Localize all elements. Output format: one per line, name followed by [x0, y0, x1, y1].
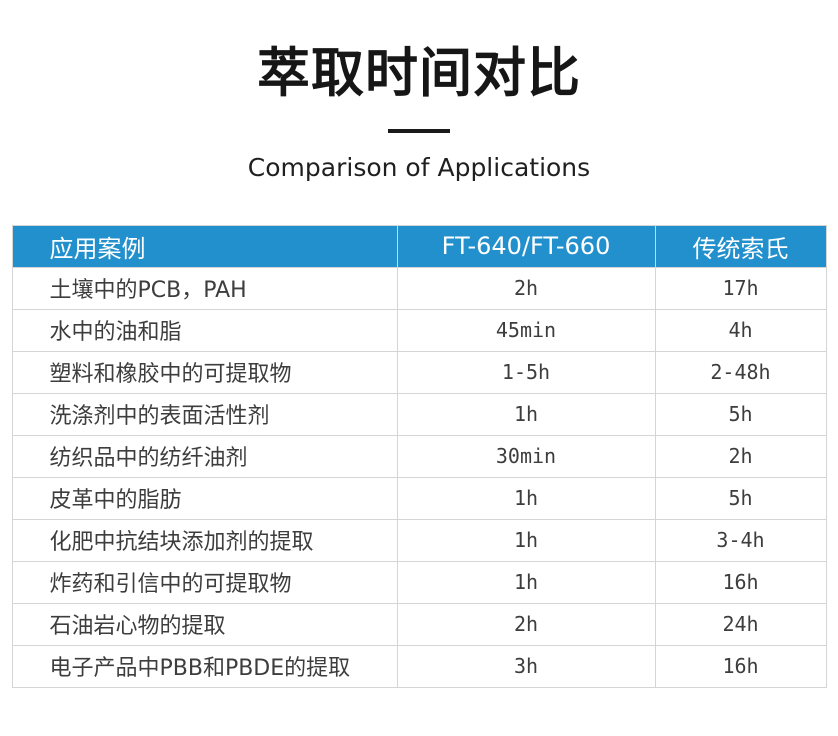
soxhlet-time-cell: 16h [654, 560, 827, 604]
application-cell: 炸药和引信中的可提取物 [11, 560, 398, 604]
table-row: 土壤中的PCB，PAH 2h 17h [11, 266, 827, 310]
table-row: 纺织品中的纺纤油剂 30min 2h [11, 434, 827, 478]
page-title: 萃取时间对比 [257, 43, 581, 104]
application-cell: 水中的油和脂 [11, 308, 398, 352]
table-row: 皮革中的脂肪 1h 5h [11, 476, 827, 520]
soxhlet-time-cell: 4h [654, 308, 827, 352]
comparison-table: 应用案例 FT-640/FT-660 传统索氏 土壤中的PCB，PAH 2h 17h… [11, 224, 827, 688]
table-row: 水中的油和脂 45min 4h [11, 308, 827, 352]
soxhlet-time-cell: 5h [654, 476, 827, 520]
application-cell: 塑料和橡胶中的可提取物 [11, 350, 398, 394]
soxhlet-time-cell: 24h [654, 602, 827, 646]
table-row: 石油岩心物的提取 2h 24h [11, 602, 827, 646]
soxhlet-time-cell: 3-4h [654, 518, 827, 562]
page-subtitle: Comparison of Applications [247, 152, 591, 182]
table-header-row: 应用案例 FT-640/FT-660 传统索氏 [11, 224, 827, 268]
table-row: 塑料和橡胶中的可提取物 1-5h 2-48h [11, 350, 827, 394]
application-cell: 纺织品中的纺纤油剂 [11, 434, 398, 478]
application-cell: 皮革中的脂肪 [11, 476, 398, 520]
ft-time-cell: 1h [396, 476, 656, 520]
ft-time-cell: 2h [396, 266, 656, 310]
soxhlet-time-cell: 17h [654, 266, 827, 310]
ft-time-cell: 1-5h [396, 350, 656, 394]
soxhlet-time-cell: 5h [654, 392, 827, 436]
soxhlet-time-cell: 16h [654, 644, 827, 688]
soxhlet-time-cell: 2h [654, 434, 827, 478]
table-row: 洗涤剂中的表面活性剂 1h 5h [11, 392, 827, 436]
application-cell: 洗涤剂中的表面活性剂 [11, 392, 398, 436]
title-divider [388, 128, 450, 133]
header-ft-model: FT-640/FT-660 [396, 224, 656, 268]
ft-time-cell: 45min [396, 308, 656, 352]
ft-time-cell: 1h [396, 392, 656, 436]
table-body: 土壤中的PCB，PAH 2h 17h 水中的油和脂 45min 4h 塑料和橡胶中的可提取物… [11, 266, 827, 688]
table-row: 炸药和引信中的可提取物 1h 16h [11, 560, 827, 604]
ft-time-cell: 2h [396, 602, 656, 646]
ft-time-cell: 3h [396, 644, 656, 688]
table-row: 电子产品中PBB和PBDE的提取 3h 16h [11, 644, 827, 688]
ft-time-cell: 30min [396, 434, 656, 478]
application-cell: 化肥中抗结块添加剂的提取 [11, 518, 398, 562]
header-soxhlet: 传统索氏 [654, 224, 827, 268]
table-row: 化肥中抗结块添加剂的提取 1h 3-4h [11, 518, 827, 562]
ft-time-cell: 1h [396, 518, 656, 562]
application-cell: 土壤中的PCB，PAH [11, 266, 398, 310]
soxhlet-time-cell: 2-48h [654, 350, 827, 394]
header-application: 应用案例 [11, 224, 398, 268]
application-cell: 电子产品中PBB和PBDE的提取 [11, 644, 398, 688]
ft-time-cell: 1h [396, 560, 656, 604]
application-cell: 石油岩心物的提取 [11, 602, 398, 646]
